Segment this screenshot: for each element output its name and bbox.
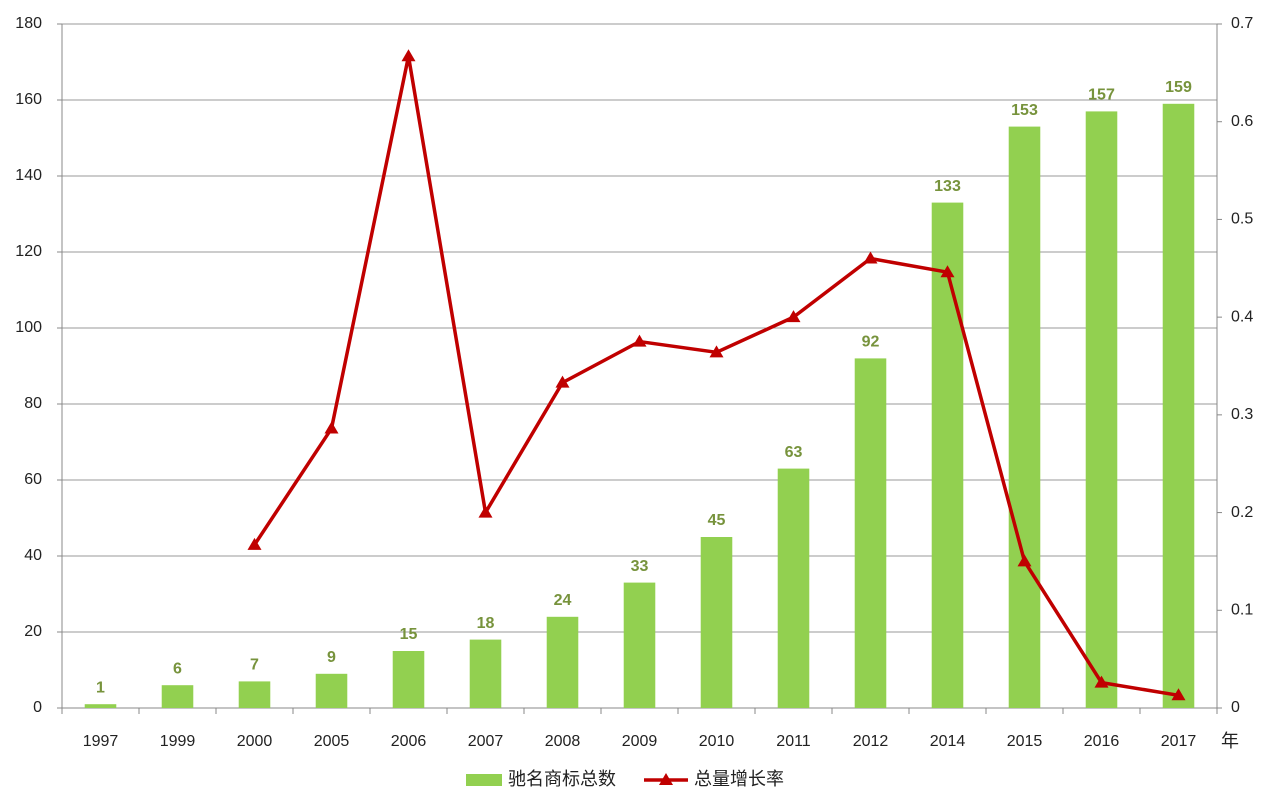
bar: [700, 537, 733, 708]
x-tick-label: 1997: [83, 733, 119, 750]
y-tick-label: 180: [15, 15, 42, 32]
line-marker: [401, 49, 416, 62]
bar: [623, 582, 656, 708]
x-tick-label: 2007: [468, 733, 504, 750]
x-tick-label: 2005: [314, 733, 350, 750]
bar: [1162, 103, 1195, 709]
line-marker: [786, 310, 801, 323]
y-tick-label: 100: [15, 319, 42, 336]
x-tick-label: 2008: [545, 733, 581, 750]
data-label: 153: [1011, 102, 1038, 119]
bar: [392, 651, 425, 708]
bar: [546, 616, 579, 708]
bar: [84, 704, 117, 708]
y2-tick-label: 0.5: [1231, 211, 1253, 228]
y-tick-label: 160: [15, 91, 42, 108]
bar: [1008, 126, 1041, 709]
line-marker: [1094, 675, 1109, 688]
x-tick-label: 2006: [391, 733, 427, 750]
data-label: 1: [96, 679, 105, 696]
x-tick-label: 2009: [622, 733, 658, 750]
x-tick-label: 2012: [853, 733, 889, 750]
x-tick-label: 2011: [776, 733, 811, 750]
y2-tick-label: 0.6: [1231, 113, 1253, 130]
y-tick-label: 140: [15, 167, 42, 184]
x-axis-label: 年: [1221, 731, 1239, 751]
x-tick-label: 1999: [160, 733, 196, 750]
y-tick-label: 60: [24, 471, 42, 488]
data-label: 9: [327, 649, 336, 666]
data-label: 33: [631, 558, 649, 575]
data-label: 92: [862, 334, 880, 351]
x-tick-label: 2014: [930, 733, 966, 750]
data-label: 133: [934, 178, 961, 195]
bar: [854, 358, 887, 708]
bar: [315, 673, 348, 708]
x-tick-label: 2015: [1007, 733, 1043, 750]
bar: [777, 468, 810, 708]
bar: [238, 681, 271, 708]
data-label: 15: [400, 626, 418, 643]
line-marker: [1171, 688, 1186, 701]
x-tick-label: 2016: [1084, 733, 1120, 750]
data-label: 45: [708, 512, 726, 529]
data-label: 63: [785, 444, 803, 461]
y-tick-label: 80: [24, 395, 42, 412]
bar: [161, 685, 194, 708]
legend-label: 驰名商标总数: [508, 769, 616, 789]
data-label: 157: [1088, 87, 1115, 104]
line-marker: [324, 421, 339, 434]
data-label: 24: [554, 592, 572, 609]
bar: [1085, 111, 1118, 708]
data-label: 18: [477, 615, 495, 632]
line-marker: [247, 537, 262, 550]
data-label: 6: [173, 660, 182, 677]
line-marker: [863, 251, 878, 264]
line-marker: [940, 265, 955, 278]
y-tick-label: 0: [33, 699, 42, 716]
legend-swatch: [659, 773, 673, 785]
bar: [469, 639, 502, 708]
line-marker: [709, 345, 724, 358]
y2-tick-label: 0.7: [1231, 15, 1253, 32]
data-label: 7: [250, 657, 259, 674]
y2-tick-label: 0: [1231, 699, 1240, 716]
line-marker: [1017, 554, 1032, 567]
line-marker: [478, 505, 493, 518]
y2-tick-label: 0.3: [1231, 406, 1253, 423]
x-tick-label: 2000: [237, 733, 273, 750]
y2-tick-label: 0.2: [1231, 504, 1253, 521]
legend-label: 总量增长率: [694, 769, 784, 789]
x-tick-label: 2010: [699, 733, 735, 750]
line-marker: [632, 334, 647, 347]
y2-tick-label: 0.1: [1231, 602, 1253, 619]
legend-swatch: [466, 774, 502, 786]
bar: [931, 202, 964, 708]
y-tick-label: 120: [15, 243, 42, 260]
y-tick-label: 40: [24, 547, 42, 564]
y2-tick-label: 0.4: [1231, 308, 1253, 325]
data-label: 159: [1165, 79, 1192, 96]
x-tick-label: 2017: [1161, 733, 1197, 750]
y-tick-label: 20: [24, 623, 42, 640]
line-marker: [555, 375, 570, 388]
